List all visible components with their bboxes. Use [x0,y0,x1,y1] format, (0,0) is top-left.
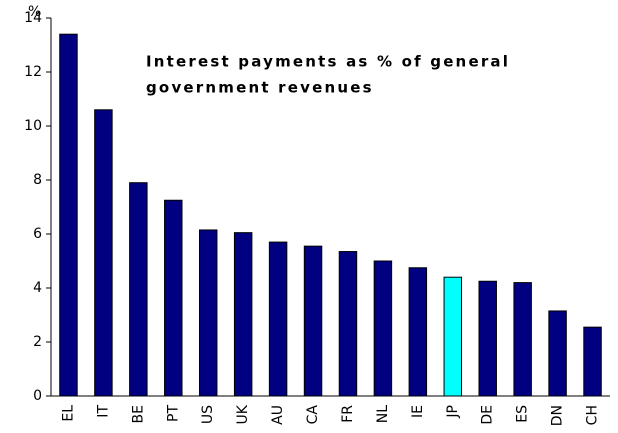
x-tick-label: ES [515,405,531,423]
x-tick-label: UK [235,404,251,424]
bar [408,267,428,397]
x-tick-label: NL [375,405,391,423]
y-tick-label: 12 [24,64,42,80]
bar [338,251,358,397]
y-tick-label: 0 [33,388,42,404]
bar [198,229,218,397]
x-tick-label: CA [305,405,321,425]
x-tick-label: IT [95,405,111,418]
x-tick-label: JP [445,405,461,419]
y-tick-label: 10 [24,118,42,134]
bar [59,33,78,397]
x-tick-label: DE [480,405,496,425]
bar [583,326,602,397]
x-tick-label: IE [410,405,426,418]
x-tick-label: FR [340,405,356,423]
y-tick-label: 2 [33,334,42,350]
bar [94,109,113,397]
bar [548,310,567,397]
y-tick-label: 14 [24,10,42,26]
bar [513,282,532,397]
chart-title: government revenues [146,79,374,97]
y-tick-label: 6 [33,226,42,242]
bar [443,276,463,397]
x-tick-label: DN [550,405,566,426]
x-tick-label: CH [585,405,601,425]
x-tick-label: PT [165,405,181,422]
bar [268,241,288,397]
y-tick-label: 8 [33,172,42,188]
bar [164,199,183,397]
x-tick-label: EL [60,405,76,422]
x-tick-label: US [200,405,216,424]
y-tick-label: 4 [33,280,42,296]
bar [373,260,393,397]
x-tick-label: AU [270,405,286,425]
bar [303,245,323,397]
bar [129,182,148,397]
bar [233,232,253,397]
y-unit-label: % [28,4,41,20]
bar [478,280,497,397]
chart-title: Interest payments as % of general [146,53,510,71]
x-tick-label: BE [130,405,146,423]
